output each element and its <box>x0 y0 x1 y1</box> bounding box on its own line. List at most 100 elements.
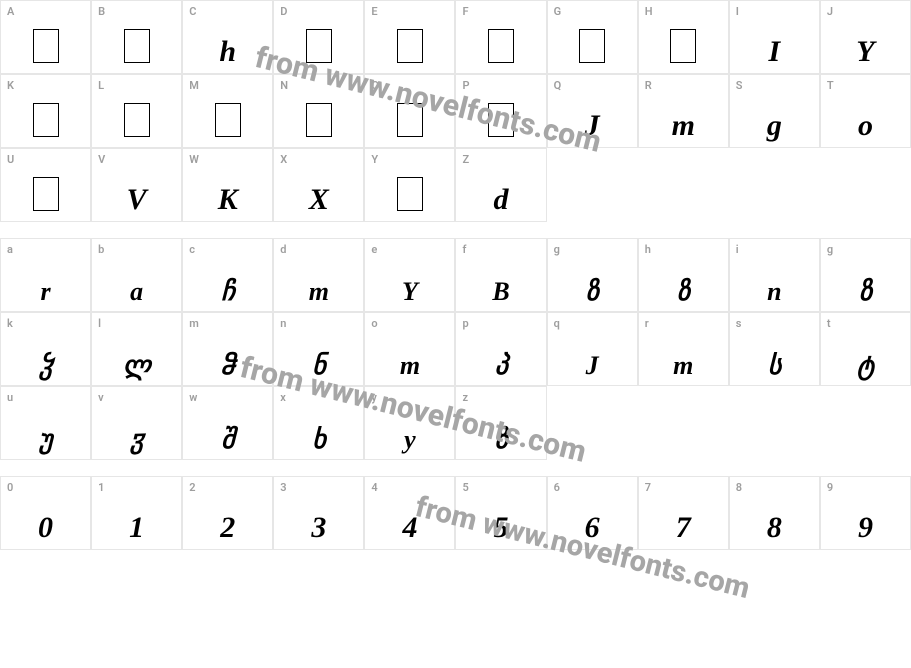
glyph-cell: rm <box>638 312 729 386</box>
glyph-cell: vჳ <box>91 386 182 460</box>
cell-label: V <box>98 153 105 166</box>
cell-label: m <box>189 317 199 330</box>
cell-label: h <box>645 243 651 256</box>
glyph-cell: 88 <box>729 476 820 550</box>
glyph-cell: nნ <box>273 312 364 386</box>
cell-label: i <box>736 243 739 256</box>
cell-label: 7 <box>645 481 652 494</box>
glyph-cell: Zd <box>455 148 546 222</box>
glyph-cell <box>820 148 911 222</box>
cell-label: 4 <box>371 481 378 494</box>
glyph-cell: M <box>182 74 273 148</box>
cell-label: A <box>7 5 15 18</box>
glyph-cell: cჩ <box>182 238 273 312</box>
spacer-cell <box>455 222 546 238</box>
cell-label: W <box>189 153 199 166</box>
glyph-cell: qJ <box>547 312 638 386</box>
glyph-sample: r <box>1 279 90 305</box>
spacer-cell <box>729 222 820 238</box>
cell-label: r <box>645 317 649 330</box>
glyph-sample: m <box>639 353 728 379</box>
spacer-cell <box>638 460 729 476</box>
glyph-sample: ზ <box>548 279 637 305</box>
cell-label: s <box>736 317 742 330</box>
glyph-sample: B <box>456 279 545 305</box>
glyph-sample: 9 <box>821 513 910 543</box>
glyph-cell: yy <box>364 386 455 460</box>
glyph-cell: K <box>0 74 91 148</box>
glyph-cell: Rm <box>638 74 729 148</box>
cell-label: H <box>645 5 653 18</box>
cell-label: f <box>462 243 466 256</box>
missing-glyph-box <box>33 177 59 211</box>
missing-glyph-box <box>488 103 514 137</box>
glyph-sample: შ <box>183 427 272 453</box>
glyph-cell: 77 <box>638 476 729 550</box>
cell-label: R <box>645 79 652 92</box>
spacer-cell <box>0 460 91 476</box>
glyph-cell: ba <box>91 238 182 312</box>
cell-label: F <box>462 5 468 18</box>
glyph-sample: ჩ <box>183 279 272 305</box>
glyph-cell: To <box>820 74 911 148</box>
glyph-sample: h <box>183 37 272 67</box>
glyph-cell: 11 <box>91 476 182 550</box>
glyph-cell: N <box>273 74 364 148</box>
cell-label: y <box>371 391 377 404</box>
glyph-cell: dm <box>273 238 364 312</box>
cell-label: D <box>280 5 287 18</box>
cell-label: z <box>462 391 468 404</box>
glyph-cell: JY <box>820 0 911 74</box>
glyph-cell: 99 <box>820 476 911 550</box>
cell-label: x <box>280 391 286 404</box>
cell-label: 2 <box>189 481 196 494</box>
glyph-sample: 3 <box>274 513 363 543</box>
glyph-sample: ზ <box>821 279 910 305</box>
glyph-sample: g <box>730 111 819 141</box>
glyph-sample: 1 <box>92 513 181 543</box>
glyph-sample: ტ <box>821 353 910 379</box>
glyph-sample: ჳ <box>92 427 181 453</box>
glyph-cell: O <box>364 74 455 148</box>
glyph-sample: K <box>183 185 272 215</box>
cell-label: J <box>827 5 833 18</box>
spacer-cell <box>364 222 455 238</box>
glyph-cell: zზ <box>455 386 546 460</box>
glyph-sample: ჵ <box>183 353 272 379</box>
glyph-cell: B <box>91 0 182 74</box>
glyph-cell: U <box>0 148 91 222</box>
glyph-cell: eY <box>364 238 455 312</box>
glyph-cell: hზ <box>638 238 729 312</box>
spacer-cell <box>638 222 729 238</box>
cell-label: 3 <box>280 481 287 494</box>
glyph-cell: fB <box>455 238 546 312</box>
cell-label: N <box>280 79 288 92</box>
cell-label: E <box>371 5 377 18</box>
spacer-cell <box>273 222 364 238</box>
glyph-sample: m <box>365 353 454 379</box>
glyph-cell: 22 <box>182 476 273 550</box>
glyph-sample: n <box>730 279 819 305</box>
glyph-cell <box>547 386 638 460</box>
cell-label: Z <box>462 153 469 166</box>
glyph-cell: wშ <box>182 386 273 460</box>
glyph-grid: ABChDEFGHIIJYKLMNOPQJRmSgToUVVWKXXYZdarb… <box>0 0 911 550</box>
glyph-sample: 8 <box>730 513 819 543</box>
missing-glyph-box <box>397 29 423 63</box>
glyph-cell: Ch <box>182 0 273 74</box>
cell-label: l <box>98 317 101 330</box>
glyph-sample: ჴ <box>1 353 90 379</box>
glyph-cell: tტ <box>820 312 911 386</box>
glyph-cell <box>547 148 638 222</box>
cell-label: a <box>7 243 13 256</box>
missing-glyph-box <box>33 103 59 137</box>
glyph-cell: WK <box>182 148 273 222</box>
glyph-sample: 6 <box>548 513 637 543</box>
glyph-cell <box>638 386 729 460</box>
cell-label: q <box>554 317 560 330</box>
missing-glyph-box <box>670 29 696 63</box>
cell-label: Q <box>554 79 562 92</box>
glyph-sample: ხ <box>274 427 363 453</box>
cell-label: w <box>189 391 197 404</box>
glyph-sample: Y <box>821 37 910 67</box>
